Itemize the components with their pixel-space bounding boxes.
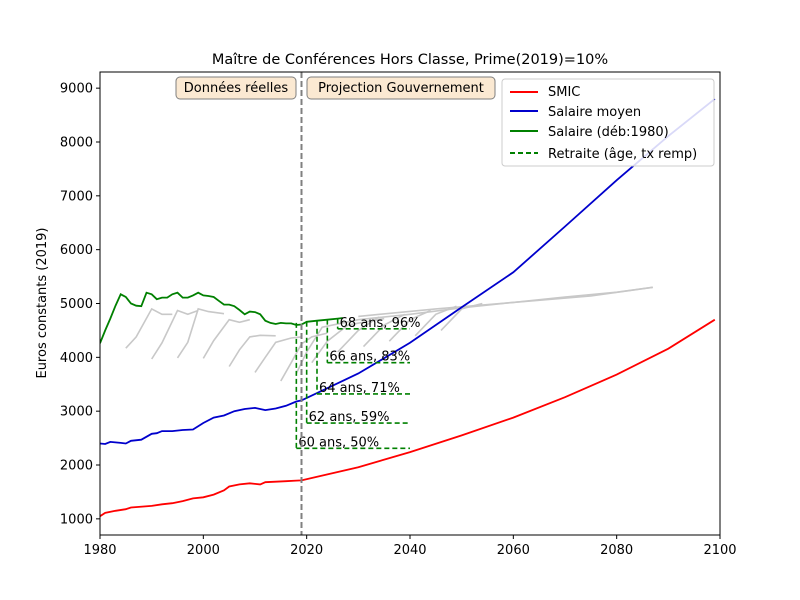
y-tick-label-2: 3000	[60, 405, 93, 420]
gray-curve-2	[176, 307, 225, 359]
gray-curve-9	[337, 316, 380, 353]
retirement-label-1: 62 ans, 59%	[309, 410, 390, 425]
retirement-label-4: 68 ans, 96%	[340, 316, 421, 331]
legend-box	[501, 78, 715, 167]
retirement-markers: 60 ans, 50% 62 ans, 59% 64 ans, 71% 66 ans,…	[295, 316, 421, 450]
gray-curve-10	[362, 313, 406, 348]
gray-curve-5	[254, 336, 302, 373]
region-label-right: Projection Gouvernement	[306, 76, 496, 100]
y-tick-label-1: 2000	[60, 459, 93, 474]
legend-label-smic: SMIC	[548, 85, 580, 100]
retirement-label-3: 66 ans, 83%	[329, 350, 410, 365]
x-tick-label-2: 2020	[290, 543, 323, 558]
y-tick-label-8: 9000	[60, 82, 93, 97]
retirement-label-2: 64 ans, 71%	[319, 381, 400, 396]
gray-curve-1	[151, 309, 199, 360]
x-tick-label-4: 2060	[497, 543, 530, 558]
gray-curve-8	[311, 317, 385, 364]
gray-curve-11	[388, 309, 432, 342]
y-tick-label-0: 1000	[60, 512, 93, 527]
y-tick-label-5: 6000	[60, 243, 93, 258]
y-tick-label-4: 5000	[60, 297, 93, 312]
series-lines	[100, 98, 716, 517]
region-label-right-text: Projection Gouvernement	[318, 81, 484, 96]
axes: 1980 2000 2020 2040 2060 2080 2100 1000 2000 3000…	[60, 71, 737, 558]
gray-curve-7	[295, 286, 653, 374]
y-tick-label-3: 4000	[60, 351, 93, 366]
gray-curve-0	[125, 307, 173, 349]
series-line-0	[100, 318, 716, 517]
legend-label-retraite: Retraite (âge, tx remp)	[548, 147, 697, 162]
retirement-label-0: 60 ans, 50%	[298, 435, 379, 450]
x-tick-label-3: 2040	[393, 543, 426, 558]
gray-curve-4	[228, 334, 276, 367]
x-tick-label-1: 2000	[187, 543, 220, 558]
region-label-left: Données réelles	[175, 76, 297, 100]
series-line-2	[100, 291, 343, 344]
gray-curve-12	[414, 305, 457, 337]
x-tick-label-0: 1980	[83, 543, 116, 558]
gray-curve-14	[358, 286, 653, 318]
chart-title: Maître de Conférences Hors Classe, Prime…	[212, 52, 608, 68]
x-tick-label-5: 2080	[600, 543, 633, 558]
y-tick-label-7: 8000	[60, 135, 93, 150]
legend: SMIC Salaire moyen Salaire (déb:1980) Re…	[501, 78, 715, 167]
region-label-left-text: Données réelles	[184, 81, 289, 96]
legend-label-salaire-moyen: Salaire moyen	[548, 105, 641, 120]
x-tick-label-6: 2100	[703, 543, 736, 558]
y-tick-label-6: 7000	[60, 189, 93, 204]
legend-label-salaire-deb: Salaire (déb:1980)	[548, 125, 669, 140]
gray-curve-3	[202, 318, 250, 359]
region-labels: Données réelles Projection Gouvernement	[175, 76, 496, 100]
gray-curves	[125, 286, 653, 382]
series-line-1	[100, 98, 716, 445]
y-axis-label: Euros constants (2019)	[35, 227, 50, 378]
